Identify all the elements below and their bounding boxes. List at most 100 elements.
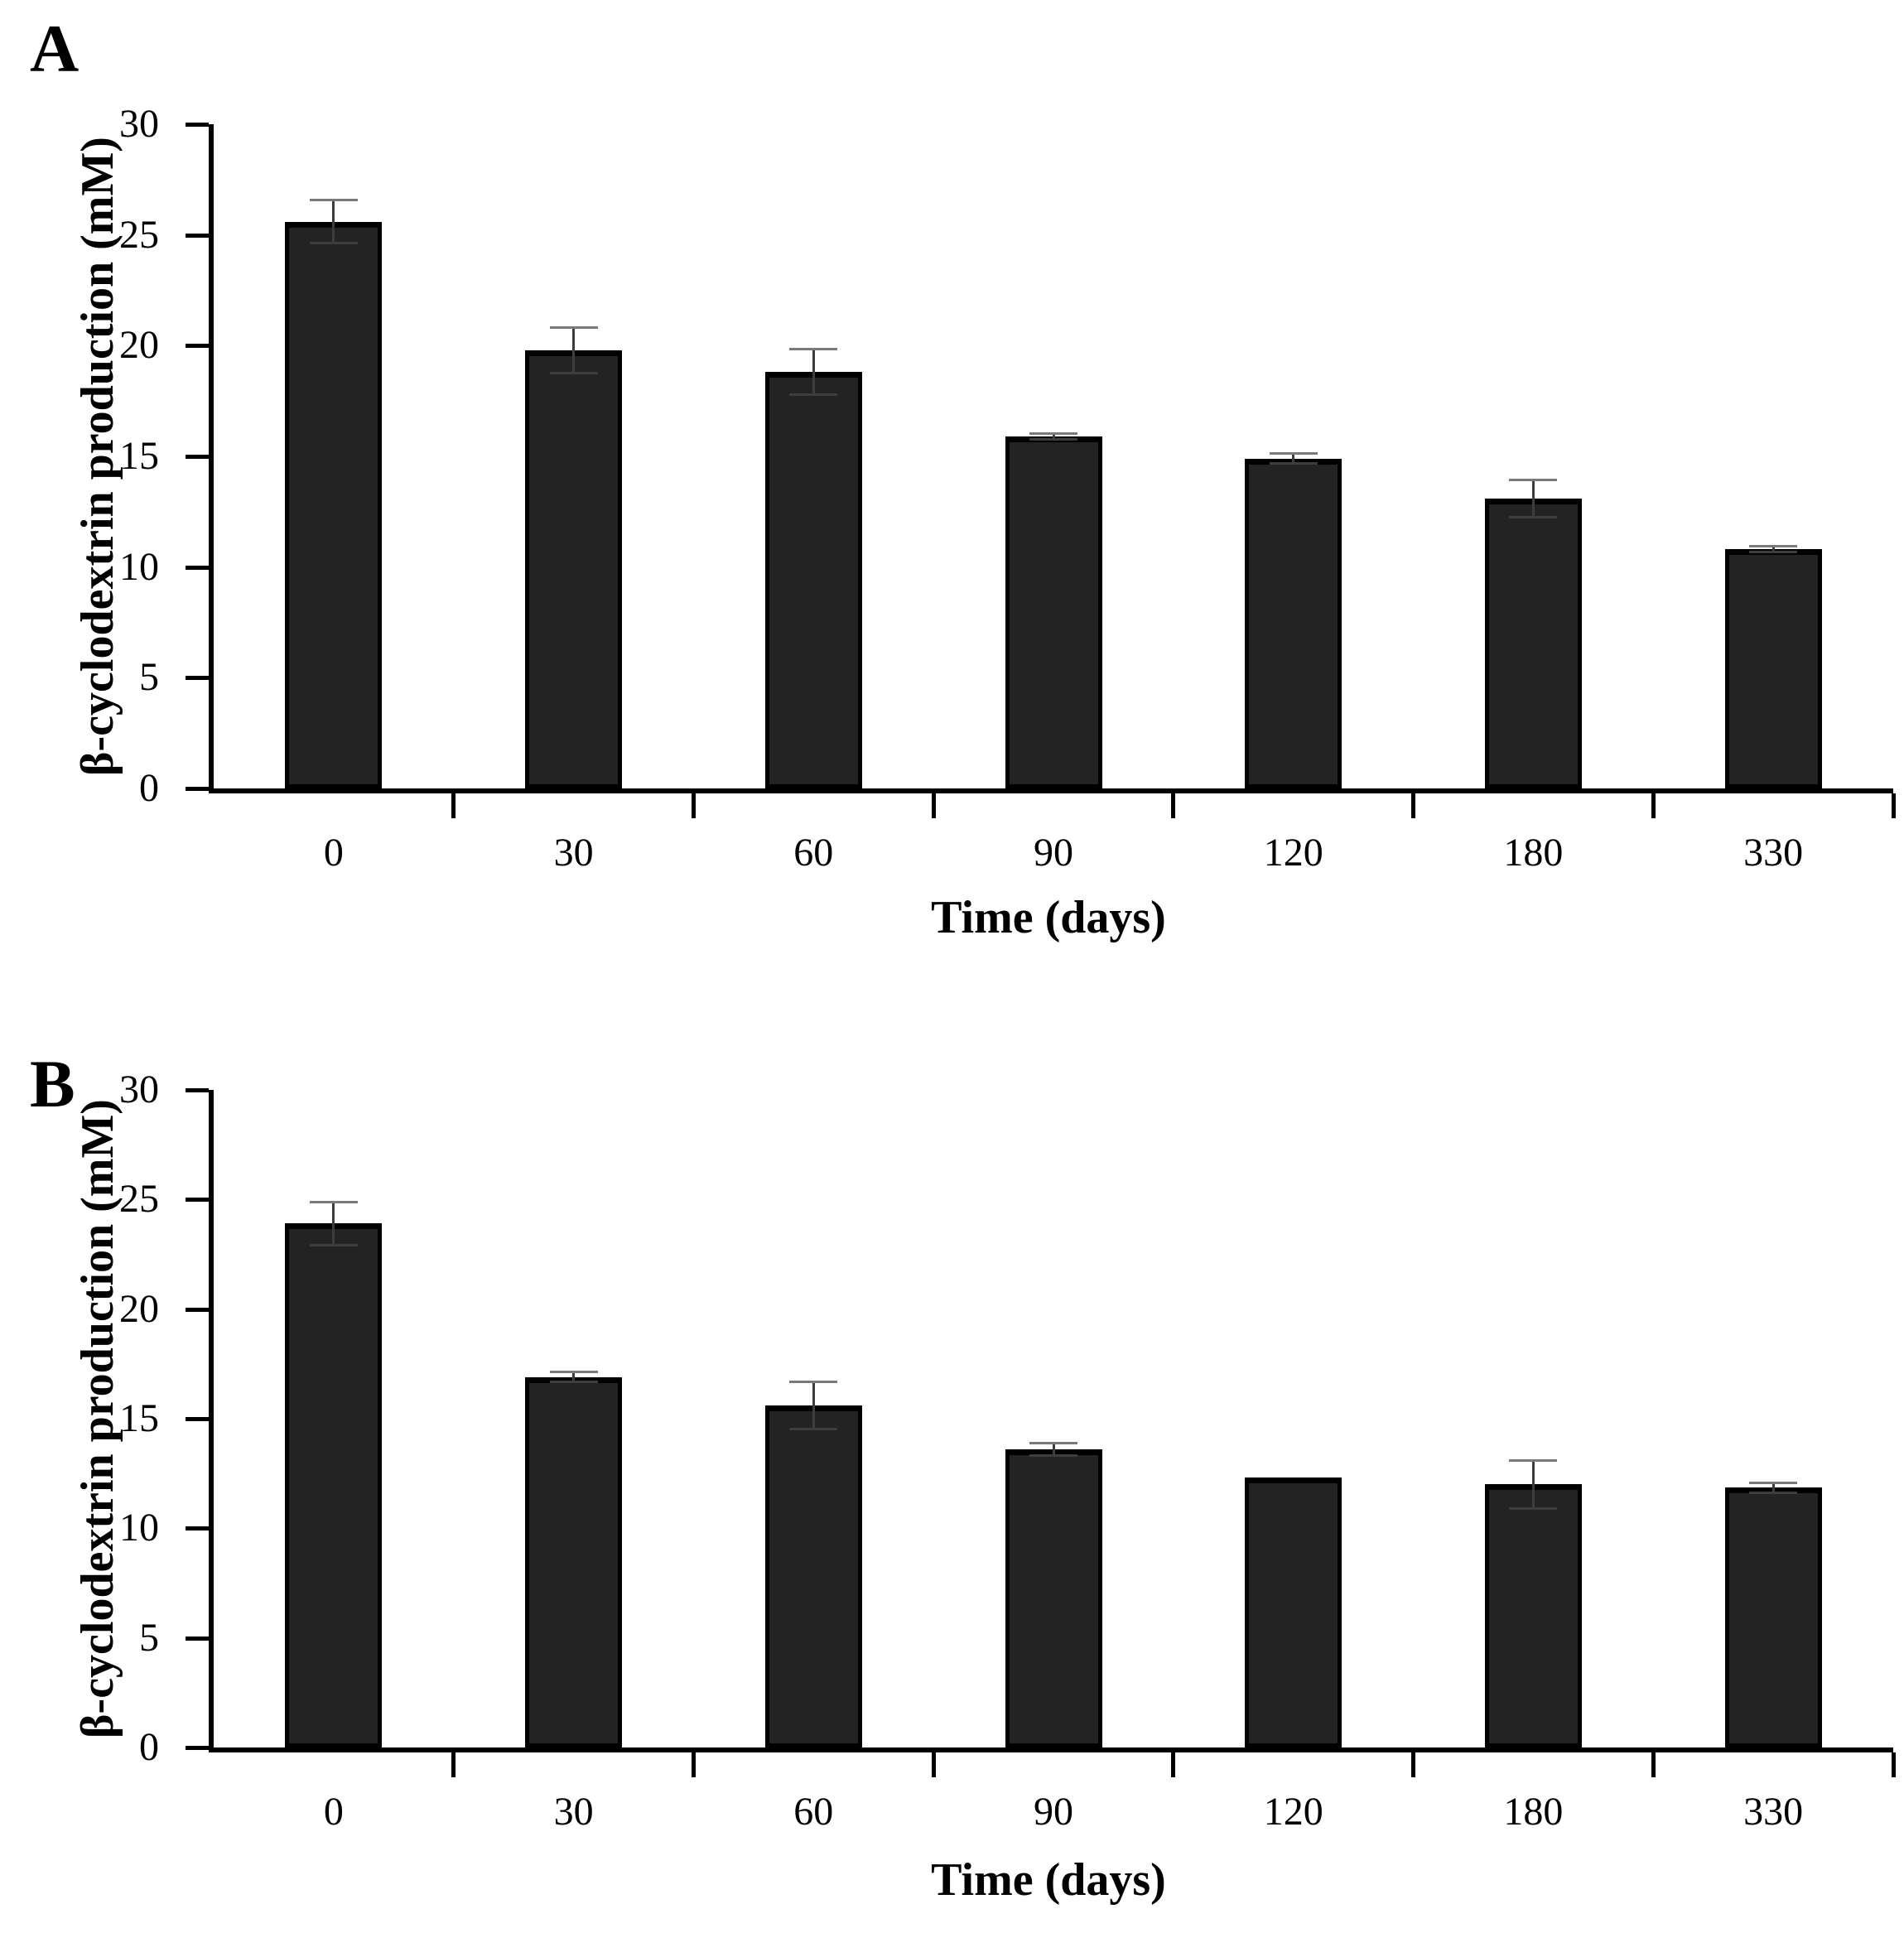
error-bar-day-60-a [812, 349, 815, 396]
y-axis-tick-label-a-10: 10 [119, 544, 159, 589]
x-axis-category-label-0-a: 0 [323, 831, 344, 875]
x-axis-category-label-90-b: 90 [1034, 1790, 1073, 1834]
x-axis-tick-b-4 [1171, 1752, 1176, 1777]
y-axis-tick-label-b-15: 15 [119, 1396, 159, 1440]
panel-b-x-axis-title: Time (days) [931, 1854, 1166, 1906]
panel-b-plot-area: 0 5 10 15 20 25 30 0 30 60 90 120 180 330 [119, 1068, 1896, 1834]
y-axis-tick-label-a-0: 0 [139, 766, 159, 810]
bar-day-90-b [1005, 1449, 1102, 1747]
x-axis-category-label-180-a: 180 [1503, 831, 1564, 875]
y-axis-tick-label-b-0: 0 [139, 1725, 159, 1769]
x-axis-category-label-30-a: 30 [553, 831, 594, 875]
y-axis-tick-b-30 [186, 1088, 209, 1092]
error-bar-day-30-a [572, 326, 576, 374]
error-bar-day-30-b [572, 1371, 576, 1383]
bar-day-120-a [1245, 458, 1342, 788]
y-axis-tick-label-a-5: 5 [139, 655, 159, 700]
error-bar-day-120-a [1292, 452, 1295, 465]
x-axis-category-label-120-b: 120 [1263, 1790, 1323, 1834]
x-axis-tick-a-6 [1651, 793, 1656, 818]
error-bar-top-cap-day-90-b [1029, 1442, 1077, 1445]
x-axis-tick-a-1 [451, 793, 456, 818]
x-axis-tick-b-1 [451, 1752, 456, 1777]
bar-day-180-b [1484, 1484, 1582, 1747]
y-axis-tick-label-b-30: 30 [119, 1068, 159, 1111]
error-bar-day-180-a [1531, 480, 1535, 518]
bar-day-60-b [764, 1405, 862, 1747]
error-bar-day-60-b [812, 1381, 815, 1430]
error-bar-top-cap-day-60-b [789, 1381, 838, 1383]
x-axis-tick-b-6 [1651, 1752, 1656, 1777]
y-axis-tick-label-a-15: 15 [119, 434, 159, 478]
y-axis-tick-label-a-25: 25 [119, 212, 159, 257]
x-axis-category-label-0-b: 0 [323, 1790, 344, 1834]
error-bar-bottom-cap-day-0-a [309, 242, 358, 245]
error-bar-top-cap-day-60-a [789, 348, 838, 351]
x-axis-category-label-90-a: 90 [1034, 831, 1073, 875]
y-axis-tick-label-a-30: 30 [119, 102, 159, 146]
x-axis-tick-a-4 [1171, 793, 1176, 818]
y-axis-tick-a-5 [186, 676, 209, 681]
y-axis-tick-label-b-20: 20 [119, 1286, 159, 1331]
error-bar-bottom-cap-day-120-a [1269, 462, 1318, 465]
y-axis-tick-b-0 [186, 1746, 209, 1750]
x-axis-tick-b-2 [691, 1752, 696, 1777]
error-bar-day-330-b [1771, 1482, 1775, 1493]
error-bar-top-cap-day-0-b [309, 1200, 358, 1203]
bar-day-0-b [285, 1223, 383, 1747]
y-axis-tick-b-15 [186, 1417, 209, 1421]
error-bar-bottom-cap-day-330-b [1749, 1491, 1798, 1494]
error-bar-day-90-a [1052, 432, 1055, 440]
error-bar-bottom-cap-day-90-b [1029, 1453, 1077, 1457]
bar-day-180-a [1484, 498, 1582, 788]
error-bar-bottom-cap-day-60-a [789, 393, 838, 397]
error-bar-top-cap-day-180-a [1509, 479, 1558, 482]
x-axis-category-label-180-b: 180 [1503, 1790, 1564, 1834]
bar-day-60-a [764, 372, 862, 788]
error-bar-bottom-cap-day-180-a [1509, 515, 1558, 518]
bar-day-30-a [525, 349, 623, 788]
x-axis-tick-a-7 [1891, 793, 1896, 818]
error-bar-day-90-b [1052, 1443, 1055, 1456]
error-bar-day-180-b [1531, 1460, 1535, 1509]
y-axis-tick-label-a-20: 20 [119, 323, 159, 368]
panel-a-x-axis-title: Time (days) [931, 892, 1166, 943]
error-bar-top-cap-day-30-a [549, 325, 598, 329]
bar-day-90-a [1005, 436, 1102, 788]
y-axis-tick-b-10 [186, 1526, 209, 1531]
y-axis-tick-label-b-5: 5 [139, 1615, 159, 1660]
error-bar-top-cap-day-30-b [549, 1371, 598, 1374]
x-axis-tick-a-5 [1411, 793, 1416, 818]
error-bar-bottom-cap-day-180-b [1509, 1506, 1558, 1510]
y-axis-tick-label-b-10: 10 [119, 1506, 159, 1550]
bar-day-330-b [1724, 1487, 1822, 1747]
error-bar-day-0-b [332, 1201, 335, 1246]
error-bar-bottom-cap-day-30-a [549, 371, 598, 374]
error-bar-top-cap-day-0-a [309, 198, 358, 201]
error-bar-day-330-a [1771, 546, 1775, 553]
y-axis-tick-b-20 [186, 1307, 209, 1312]
y-axis-tick-label-b-25: 25 [119, 1177, 159, 1222]
error-bar-bottom-cap-day-90-a [1029, 437, 1077, 441]
x-axis-tick-b-3 [931, 1752, 936, 1777]
y-axis-tick-b-5 [186, 1636, 209, 1641]
error-bar-top-cap-day-180-b [1509, 1459, 1558, 1463]
x-axis-category-label-30-b: 30 [553, 1790, 594, 1834]
x-axis-tick-b-7 [1891, 1752, 1896, 1777]
error-bar-top-cap-day-330-b [1749, 1481, 1798, 1484]
error-bar-day-0-a [332, 199, 335, 244]
error-bar-bottom-cap-day-330-a [1749, 551, 1798, 554]
x-axis-category-label-60-a: 60 [793, 831, 834, 875]
y-axis-tick-a-25 [186, 233, 209, 238]
panel-a-letter: A [30, 11, 80, 86]
bar-day-0-a [285, 221, 383, 788]
x-axis-category-label-330-a: 330 [1743, 831, 1804, 875]
x-axis-tick-b-5 [1411, 1752, 1416, 1777]
panel-a-plot-area: 0 5 10 15 20 25 30 0 30 60 90 120 180 330 [119, 103, 1896, 875]
x-axis-category-label-330-b: 330 [1743, 1790, 1804, 1834]
bar-day-30-b [525, 1376, 623, 1747]
y-axis-tick-a-15 [186, 455, 209, 459]
error-bar-top-cap-day-120-a [1269, 451, 1318, 455]
y-axis-tick-b-25 [186, 1198, 209, 1203]
